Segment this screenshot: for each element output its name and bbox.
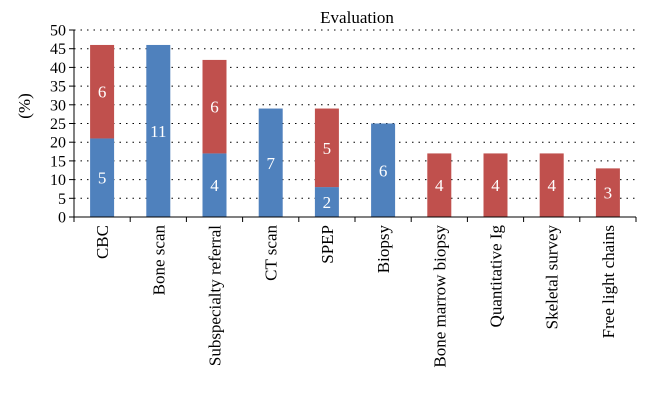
bar-segment bbox=[483, 153, 508, 217]
bar-segment bbox=[90, 138, 115, 217]
y-tick-label: 30 bbox=[50, 97, 66, 114]
x-tick-label: SPEP bbox=[318, 225, 337, 264]
x-tick-label: Free light chains bbox=[599, 225, 618, 338]
y-tick-label: 25 bbox=[50, 116, 66, 133]
bar-data-label: 6 bbox=[379, 161, 388, 180]
bar-data-label: 6 bbox=[210, 98, 219, 117]
y-tick-label: 50 bbox=[50, 23, 66, 40]
bar-segment bbox=[202, 59, 227, 154]
x-tick-label: Biopsy bbox=[374, 225, 393, 274]
bar-data-label: 4 bbox=[547, 176, 556, 195]
bar-segment bbox=[371, 123, 396, 217]
bar-segment bbox=[90, 44, 115, 139]
bars bbox=[90, 44, 620, 218]
y-axis-label: (%) bbox=[15, 93, 34, 118]
y-tick-label: 45 bbox=[50, 41, 66, 58]
bar-data-label: 4 bbox=[491, 176, 500, 195]
bar-segment bbox=[258, 108, 283, 217]
bar-data-label: 11 bbox=[150, 122, 166, 141]
bar-segment bbox=[202, 153, 227, 217]
y-tick-label: 10 bbox=[50, 172, 66, 189]
x-tick-label: CBC bbox=[93, 225, 112, 259]
y-tick-label: 15 bbox=[50, 153, 66, 170]
bar-segment bbox=[314, 108, 339, 188]
x-tick-label: CT scan bbox=[262, 225, 281, 281]
x-tick-label: Bone scan bbox=[149, 225, 168, 296]
bar-data-label: 4 bbox=[210, 176, 219, 195]
bar-data-label: 5 bbox=[98, 169, 107, 188]
bar-segment bbox=[314, 187, 339, 217]
y-tick-label: 20 bbox=[50, 135, 66, 152]
x-tick-label: Skeletal survey bbox=[543, 225, 562, 330]
x-tick-label: Quantitative Ig bbox=[487, 225, 506, 328]
chart-title: Evaluation bbox=[320, 8, 394, 27]
y-tick-label: 40 bbox=[50, 60, 66, 77]
bar-segment bbox=[595, 168, 620, 217]
bar-segment bbox=[539, 153, 564, 217]
bar-data-label: 4 bbox=[435, 176, 444, 195]
bar-labels: 5 6 11 4 6 7 2 5 6 4 4 4 3 bbox=[98, 83, 612, 212]
y-tick-label: 0 bbox=[58, 210, 66, 227]
bar-segment bbox=[427, 153, 452, 217]
bar-data-label: 3 bbox=[604, 184, 613, 203]
y-tick-label: 5 bbox=[58, 191, 66, 208]
bar-data-label: 6 bbox=[98, 83, 107, 102]
bar-data-label: 5 bbox=[323, 139, 332, 158]
x-axis: CBC Bone scan Subspecialty referral CT scan… bbox=[73, 216, 637, 368]
x-tick-label: Subspecialty referral bbox=[206, 225, 225, 366]
y-tick-label: 35 bbox=[50, 79, 66, 96]
x-tick-label: Bone marrow biopsy bbox=[430, 225, 449, 368]
bar-data-label: 2 bbox=[323, 193, 332, 212]
bar-data-label: 7 bbox=[266, 154, 275, 173]
bar-segment bbox=[146, 44, 171, 218]
